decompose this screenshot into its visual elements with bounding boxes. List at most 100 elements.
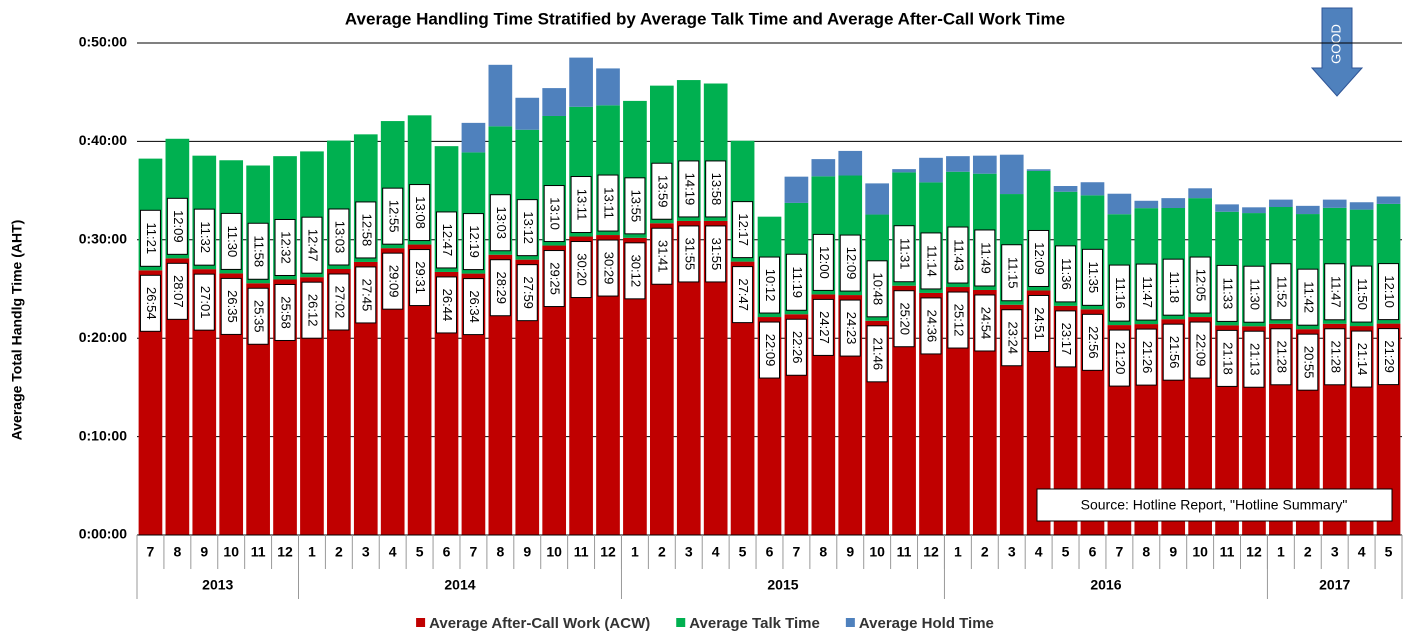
value-label: 22:09 [763, 334, 778, 367]
value-label-box [355, 266, 377, 324]
x-tick-label: 3 [1331, 544, 1339, 560]
x-tick-label: 2 [981, 544, 989, 560]
bar-segment [1215, 204, 1239, 212]
x-tick-label: 12 [923, 544, 939, 560]
value-label: 27:59 [521, 276, 536, 309]
value-label-box [947, 291, 969, 349]
value-label: 11:52 [1274, 276, 1289, 308]
bar-segment [434, 271, 459, 535]
value-label-box [1270, 328, 1292, 386]
value-label-box [785, 318, 807, 376]
x-tick-label: 10 [223, 544, 239, 560]
x-tick-label: 1 [1277, 544, 1285, 560]
bar-segment [1026, 169, 1051, 171]
value-label-box [1001, 309, 1023, 367]
x-tick-label: 10 [869, 544, 885, 560]
y-tick-label: 0:20:00 [79, 329, 127, 345]
value-label: 11:42 [1301, 281, 1316, 313]
bar-segment [811, 159, 836, 177]
bar-segment [488, 64, 513, 127]
bar-segment [703, 220, 728, 535]
bar-segment [461, 273, 486, 535]
x-tick-label: 11 [1220, 544, 1235, 560]
value-label-box [920, 232, 942, 290]
bar-segment [865, 183, 890, 215]
value-label: 10:12 [763, 269, 778, 302]
chart-title: Average Handling Time Stratified by Aver… [345, 9, 1065, 28]
value-label: 24:23 [844, 312, 859, 345]
value-label-box [247, 222, 269, 280]
x-tick-label: 4 [712, 544, 720, 560]
value-label: 25:58 [279, 296, 294, 329]
group-label: 2013 [202, 577, 233, 593]
legend: Average After-Call Work (ACW) Average Tal… [416, 615, 994, 632]
value-label: 12:05 [1194, 269, 1209, 302]
x-tick-label: 10 [1192, 544, 1208, 560]
value-label-box [516, 199, 538, 257]
value-label: 27:01 [198, 286, 213, 319]
value-label-box [462, 278, 484, 336]
value-label-box [705, 160, 727, 218]
value-label: 13:58 [709, 173, 724, 206]
x-tick-label: 9 [846, 544, 854, 560]
value-label: 20:55 [1301, 346, 1316, 379]
bar-segment [623, 237, 647, 535]
bar-segment [1322, 199, 1347, 208]
value-label-box [355, 201, 377, 259]
value-label: 25:20 [898, 302, 913, 335]
bar-segment [488, 254, 513, 535]
value-label-box [785, 253, 807, 311]
legend-swatch [676, 618, 686, 627]
value-label: 11:18 [1167, 271, 1182, 303]
bar-segment [380, 248, 405, 535]
value-label: 21:56 [1167, 336, 1182, 369]
value-label-box [516, 264, 538, 322]
value-label: 21:28 [1274, 340, 1289, 373]
value-label: 27:02 [332, 286, 347, 319]
value-label-box [1297, 268, 1319, 326]
value-label: 29:31 [413, 261, 428, 294]
value-label: 28:29 [494, 271, 509, 304]
value-label-box [382, 252, 404, 310]
value-label: 21:14 [1355, 343, 1370, 376]
bar-segment [327, 268, 351, 535]
value-label: 11:14 [925, 245, 940, 277]
bar-segment [1188, 188, 1212, 199]
value-label: 11:47 [1140, 276, 1155, 308]
value-label-box [678, 160, 700, 218]
value-label: 24:54 [978, 307, 993, 340]
value-label-box [839, 299, 861, 357]
x-tick-label: 2 [658, 544, 666, 560]
value-label-box [1297, 333, 1319, 391]
bar-segment [730, 261, 755, 535]
value-label: 26:35 [225, 290, 240, 323]
x-tick-label: 11 [897, 544, 912, 560]
bar-segment [515, 97, 540, 130]
x-tick-label: 8 [819, 544, 827, 560]
value-label-box [274, 218, 296, 276]
value-label: 13:08 [413, 196, 428, 229]
x-tick-label: 6 [766, 544, 774, 560]
value-label-box [436, 211, 458, 269]
value-label-box [1351, 330, 1373, 388]
bar-segment [1161, 198, 1186, 208]
value-label: 13:11 [575, 189, 590, 221]
x-tick-label: 8 [1142, 544, 1150, 560]
bar-segment [273, 279, 297, 535]
value-label-box [893, 290, 915, 348]
x-tick-label: 8 [496, 544, 504, 560]
value-label: 22:56 [1086, 326, 1101, 359]
bar-segment [569, 236, 593, 535]
x-tick-label: 7 [793, 544, 801, 560]
value-label-box [1108, 329, 1130, 387]
value-label-box [678, 225, 700, 283]
value-label: 24:51 [1032, 307, 1047, 340]
bar-segment [1107, 193, 1132, 215]
value-label: 12:47 [306, 229, 321, 262]
bar-segment [972, 155, 997, 174]
value-label: 11:21 [144, 223, 159, 255]
group-label: 2016 [1090, 577, 1121, 593]
arrow-label: GOOD [1328, 24, 1343, 64]
y-tick-label: 0:00:00 [79, 526, 127, 542]
